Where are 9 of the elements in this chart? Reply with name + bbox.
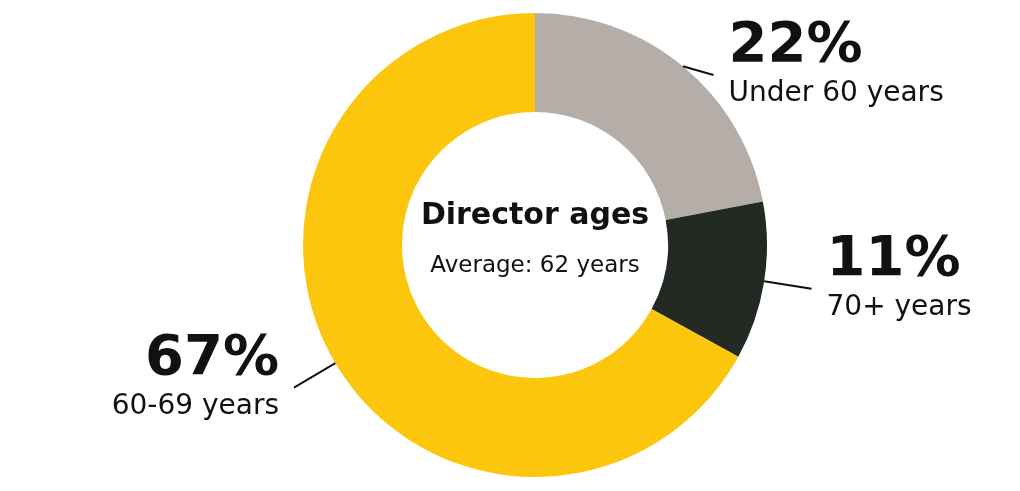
- data-label: 67%: [144, 321, 279, 387]
- slice-label: Under 60 years: [728, 75, 944, 108]
- data-label: 11%: [826, 222, 961, 288]
- text: Average: 62 years: [430, 251, 640, 277]
- data-label: 22%: [728, 9, 863, 74]
- donut-slice: [651, 201, 767, 357]
- slice-label: 60-69 years: [111, 387, 279, 421]
- slice-label: 70+ years: [826, 288, 972, 322]
- text: Director ages: [420, 196, 650, 231]
